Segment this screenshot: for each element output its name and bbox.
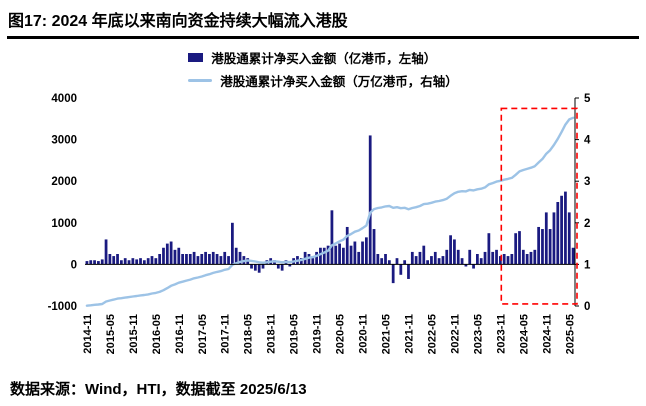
x-axis-tick-label: 2018-11 <box>266 314 278 354</box>
x-axis-tick-label: 2022-05 <box>426 314 438 354</box>
right-axis-tick-label: 3 <box>584 176 590 188</box>
x-axis-tick-label: 2015-05 <box>105 314 117 354</box>
data-source-note: 数据来源：Wind，HTI，数据截至 2025/6/13 <box>10 381 307 398</box>
x-axis-tick-label: 2018-05 <box>243 314 255 354</box>
highlight-box <box>500 107 578 305</box>
x-axis-tick-label: 2019-05 <box>289 314 301 354</box>
chart-legend: 港股通累计净买入金额（亿港币，左轴） 港股通累计净买入金额（万亿港币，右轴） <box>188 48 458 90</box>
x-axis-tick-label: 2019-11 <box>312 314 324 354</box>
x-axis-tick-label: 2021-11 <box>404 314 416 354</box>
x-axis-tick-label: 2024-05 <box>518 314 530 354</box>
legend-item-line: 港股通累计净买入金额（万亿港币，右轴） <box>188 71 458 90</box>
left-axis-tick-label: 2000 <box>51 176 77 188</box>
x-axis-tick-label: 2023-11 <box>495 314 507 354</box>
axes: 0 1 2 3 4 5 -1000 0 1000 2000 3000 4000 <box>48 93 591 313</box>
left-axis-tick-label: 4000 <box>51 93 77 105</box>
x-axis-tick-label: 2020-11 <box>358 314 370 354</box>
x-axis-tick-label: 2017-11 <box>220 314 232 354</box>
left-axis-tick-label: -1000 <box>48 301 77 313</box>
bar-series-swatch-icon <box>188 53 204 62</box>
right-axis-tick-label: 1 <box>584 259 591 271</box>
x-axis-tick-label: 2016-11 <box>174 314 186 354</box>
figure-title: 图17: 2024 年底以来南向资金持续大幅流入港股 <box>8 13 348 30</box>
left-axis-tick-label: 3000 <box>51 135 77 147</box>
x-axis-tick-label: 2023-05 <box>472 314 484 354</box>
chart-area: 0 1 2 3 4 5 -1000 0 1000 2000 3000 4000 2014-11 2015-… <box>0 92 646 362</box>
chart-canvas: 0 1 2 3 4 5 -1000 0 1000 2000 3000 4000 2014-11 2015-… <box>48 93 591 354</box>
x-axis-tick-label: 2015-11 <box>128 314 140 354</box>
legend-label-line: 港股通累计净买入金额（万亿港币，右轴） <box>220 75 458 89</box>
x-axis-tick-label: 2022-11 <box>449 314 461 354</box>
title-underline <box>7 36 639 39</box>
x-axis-tick-label: 2020-05 <box>335 314 347 354</box>
x-axis-tick-label: 2024-11 <box>541 314 553 354</box>
x-axis-tick-label: 2021-05 <box>381 314 393 354</box>
right-axis-tick-label: 2 <box>584 218 590 230</box>
cumulative-line-series <box>85 116 575 307</box>
right-axis-tick-label: 0 <box>584 301 590 313</box>
x-axis-tick-label: 2014-11 <box>82 314 94 354</box>
legend-item-bars: 港股通累计净买入金额（亿港币，左轴） <box>188 48 436 67</box>
right-axis-tick-label: 5 <box>584 93 591 105</box>
left-axis-tick-label: 0 <box>71 259 77 271</box>
x-axis-tick-label: 2017-05 <box>197 314 209 354</box>
legend-label-bars: 港股通累计净买入金额（亿港币，左轴） <box>211 52 437 66</box>
left-axis-tick-label: 1000 <box>51 218 77 230</box>
x-axis-labels: 2014-11 2015-05 2015-11 2016-05 2016-11 2017-… <box>82 314 576 354</box>
x-axis-tick-label: 2025-05 <box>564 314 576 354</box>
line-series-swatch-icon <box>188 79 213 82</box>
right-axis-tick-label: 4 <box>584 135 591 147</box>
x-axis-tick-label: 2016-05 <box>151 314 163 354</box>
